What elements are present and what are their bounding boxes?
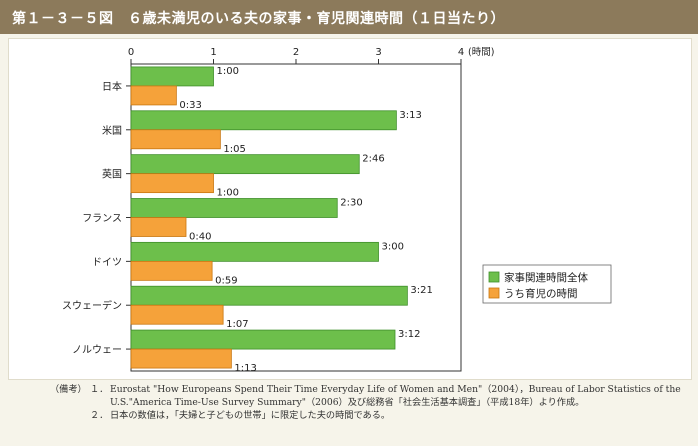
bar-total <box>130 198 338 218</box>
data-label: 1:05 <box>223 144 245 155</box>
notes-label: （備考） <box>50 384 87 395</box>
notes: （備考） １． Eurostat "How Europeans Spend Th… <box>50 383 690 422</box>
data-label: 1:13 <box>234 363 256 374</box>
legend-swatch <box>488 287 500 299</box>
x-tick-label: 1 <box>210 47 216 58</box>
note-row-1: （備考） １． Eurostat "How Europeans Spend Th… <box>50 383 690 409</box>
bar-childcare <box>130 348 232 369</box>
note-text: Eurostat "How Europeans Spend Their Time… <box>110 384 681 408</box>
bar-childcare <box>130 129 221 150</box>
x-unit-label: (時間) <box>468 47 494 58</box>
bar-childcare <box>130 260 213 281</box>
data-label: 3:21 <box>410 285 432 296</box>
legend-swatch <box>488 271 500 283</box>
note-row-2: ２． 日本の数値は，「夫婦と子どもの世帯」に限定した夫の時間である。 <box>50 409 690 422</box>
bar-childcare <box>130 85 177 106</box>
data-label: 0:40 <box>189 232 211 243</box>
category-label: ドイツ <box>92 257 122 268</box>
data-label: 3:00 <box>382 241 404 252</box>
data-label: 2:30 <box>340 198 362 209</box>
category-label: 日本 <box>102 80 122 93</box>
note-text: 日本の数値は，「夫婦と子どもの世帯」に限定した夫の時間である。 <box>110 410 391 421</box>
bar-childcare <box>130 304 224 325</box>
legend-label: うち育児の時間 <box>504 287 578 300</box>
bar-total <box>130 329 396 350</box>
data-label: 1:00 <box>217 188 239 199</box>
data-label: 2:46 <box>362 154 384 165</box>
data-label: 1:07 <box>226 319 248 330</box>
chart-title: 第１－３－５図 ６歳未満児のいる夫の家事・育児関連時間（１日当たり） <box>12 11 505 27</box>
bar-total <box>130 241 379 262</box>
bar-total <box>130 154 360 175</box>
data-label: 3:12 <box>398 329 420 340</box>
title-bar: 第１－３－５図 ６歳未満児のいる夫の家事・育児関連時間（１日当たり） <box>0 0 698 34</box>
bar-chart: 0 1 2 3 4 (時間) 日本 1:00 0:33 米国 3:13 1:05 英国 2:46 1:00 フ… <box>62 47 612 374</box>
note-number: １． <box>90 384 109 395</box>
legend-box <box>482 264 612 304</box>
category-label: 米国 <box>102 124 122 137</box>
data-label: 3:13 <box>399 110 421 121</box>
legend-label: 家事関連時間全体 <box>504 271 588 284</box>
chart-panel: 0 1 2 3 4 (時間) 日本 1:00 0:33 米国 3:13 1:05 英国 2:46 1:00 フ… <box>8 38 692 380</box>
category-label: スウェーデン <box>62 299 122 312</box>
note-number: ２． <box>90 410 109 421</box>
bar-total <box>130 110 397 131</box>
category-label: 英国 <box>102 168 122 181</box>
x-tick-label: 0 <box>128 47 134 58</box>
x-tick-label: 3 <box>375 47 381 58</box>
category-label: ノルウェー <box>72 344 122 356</box>
x-tick-label: 4 <box>458 47 464 58</box>
data-label: 1:00 <box>217 66 239 77</box>
data-label: 0:33 <box>179 100 201 111</box>
bar-childcare <box>130 173 214 194</box>
bar-total <box>130 285 408 306</box>
bar-total <box>130 66 214 87</box>
bar-childcare <box>130 217 187 237</box>
x-tick-label: 2 <box>293 47 299 58</box>
category-label: フランス <box>82 213 122 225</box>
data-label: 0:59 <box>215 275 237 286</box>
